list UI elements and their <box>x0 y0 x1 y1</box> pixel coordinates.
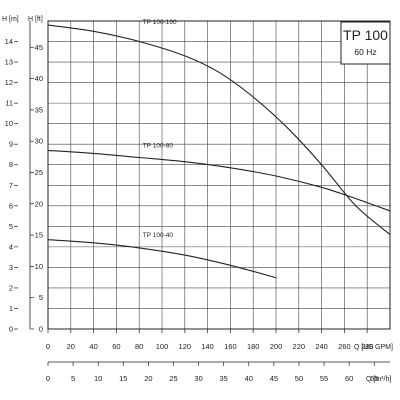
x-tick-label-gpm: 80 <box>135 342 143 351</box>
x-tick-label-gpm: 120 <box>179 342 192 351</box>
x-tick-label-m3h: 25 <box>169 374 177 383</box>
x-tick-label-m3h: 15 <box>119 374 127 383</box>
curve-label: TP 100-80 <box>143 143 174 150</box>
plot-frame <box>47 20 391 330</box>
x-tick-label-gpm: 260 <box>338 342 351 351</box>
y-tick-label-m: 1 <box>9 304 13 313</box>
x-tick-label-m3h: 10 <box>94 374 102 383</box>
x-axis-label-gpm: Q [US GPM] <box>354 344 393 351</box>
y-tick-label-ft: 15 <box>35 231 43 240</box>
y-tick-label-ft: 25 <box>35 168 43 177</box>
y-tick-label-ft: 10 <box>35 262 43 271</box>
y-tick-label-m: 0 <box>9 325 13 334</box>
curve-tp-100-40 <box>47 239 277 279</box>
curve-label: TP 100-40 <box>143 232 174 239</box>
y-tick-label-ft: 35 <box>35 105 43 114</box>
y-tick-label-m: 11 <box>5 99 13 108</box>
title-box: TP 100 60 Hz <box>340 21 391 65</box>
x-tick-label-gpm: 20 <box>67 342 75 351</box>
curve-label: TP 100-160 <box>143 19 177 26</box>
y-tick-label-m: 6 <box>9 201 13 210</box>
x-tick-label-gpm: 100 <box>156 342 169 351</box>
y-tick-label-ft: 5 <box>39 293 43 302</box>
y-tick-label-m: 9 <box>9 140 13 149</box>
y-tick-label-ft: 20 <box>35 199 43 208</box>
y-tick-label-m: 8 <box>9 160 13 169</box>
y-tick-label-ft: 40 <box>35 74 43 83</box>
x-tick-label-gpm: 180 <box>247 342 260 351</box>
curve-tp-100-80 <box>47 149 391 212</box>
y-tick-label-m: 4 <box>9 242 13 251</box>
x-tick-label-m3h: 55 <box>320 374 328 383</box>
y-tick-label-m: 5 <box>9 222 13 231</box>
y-tick-label-m: 2 <box>9 283 13 292</box>
y-tick-label-m: 12 <box>5 78 13 87</box>
y-tick-label-m: 3 <box>9 263 13 272</box>
y-tick-label-m: 14 <box>5 37 13 46</box>
x-tick-label-gpm: 280 <box>361 342 374 351</box>
x-ticks-m3h: 0 5 10 15 20 25 30 35 40 45 50 55 60 65 <box>46 362 378 383</box>
y-tick-label-ft: 0 <box>39 325 43 334</box>
y-tick-label-ft: 30 <box>35 137 43 146</box>
x-tick-label-m3h: 45 <box>270 374 278 383</box>
x-tick-label-gpm: 140 <box>201 342 214 351</box>
x-axis-label-m3h: Q [m³/h] <box>366 376 391 383</box>
x-tick-label-m3h: 60 <box>345 374 353 383</box>
y-ticks-ft: 0 5 10 15 20 25 30 35 40 45 <box>30 43 43 334</box>
chart-subtitle: 60 Hz <box>354 47 376 57</box>
x-tick-label-gpm: 200 <box>270 342 283 351</box>
x-tick-label-m3h: 30 <box>194 374 202 383</box>
x-ticks-gpm: 0 20 40 60 80 100 120 140 160 180 200 220 240 260 280 <box>46 329 374 351</box>
x-tick-label-m3h: 50 <box>295 374 303 383</box>
y-axis-label-ft: H [ft] <box>28 16 43 23</box>
chart-title: TP 100 <box>343 27 388 43</box>
y-tick-label-m: 10 <box>5 119 13 128</box>
x-tick-label-m3h: 65 <box>370 374 378 383</box>
curves: TP 100-160 TP 100-80 TP 100-40 <box>47 19 391 279</box>
y-tick-label-ft: 45 <box>35 43 43 52</box>
x-tick-label-m3h: 40 <box>245 374 253 383</box>
x-tick-label-m3h: 20 <box>144 374 152 383</box>
y-tick-label-m: 13 <box>5 58 13 67</box>
x-tick-label-m3h: 5 <box>71 374 75 383</box>
grid <box>29 20 391 363</box>
x-tick-label-m3h: 0 <box>46 374 50 383</box>
x-tick-label-gpm: 240 <box>315 342 328 351</box>
x-tick-label-gpm: 160 <box>224 342 237 351</box>
x-tick-label-m3h: 35 <box>220 374 228 383</box>
x-tick-label-gpm: 40 <box>89 342 97 351</box>
x-tick-label-gpm: 0 <box>46 342 50 351</box>
x-tick-label-gpm: 220 <box>293 342 306 351</box>
y-tick-label-m: 7 <box>9 181 13 190</box>
curve-tp-100-160 <box>47 24 391 235</box>
y-axis-label-m: H [m] <box>2 16 19 23</box>
x-tick-label-gpm: 60 <box>112 342 120 351</box>
